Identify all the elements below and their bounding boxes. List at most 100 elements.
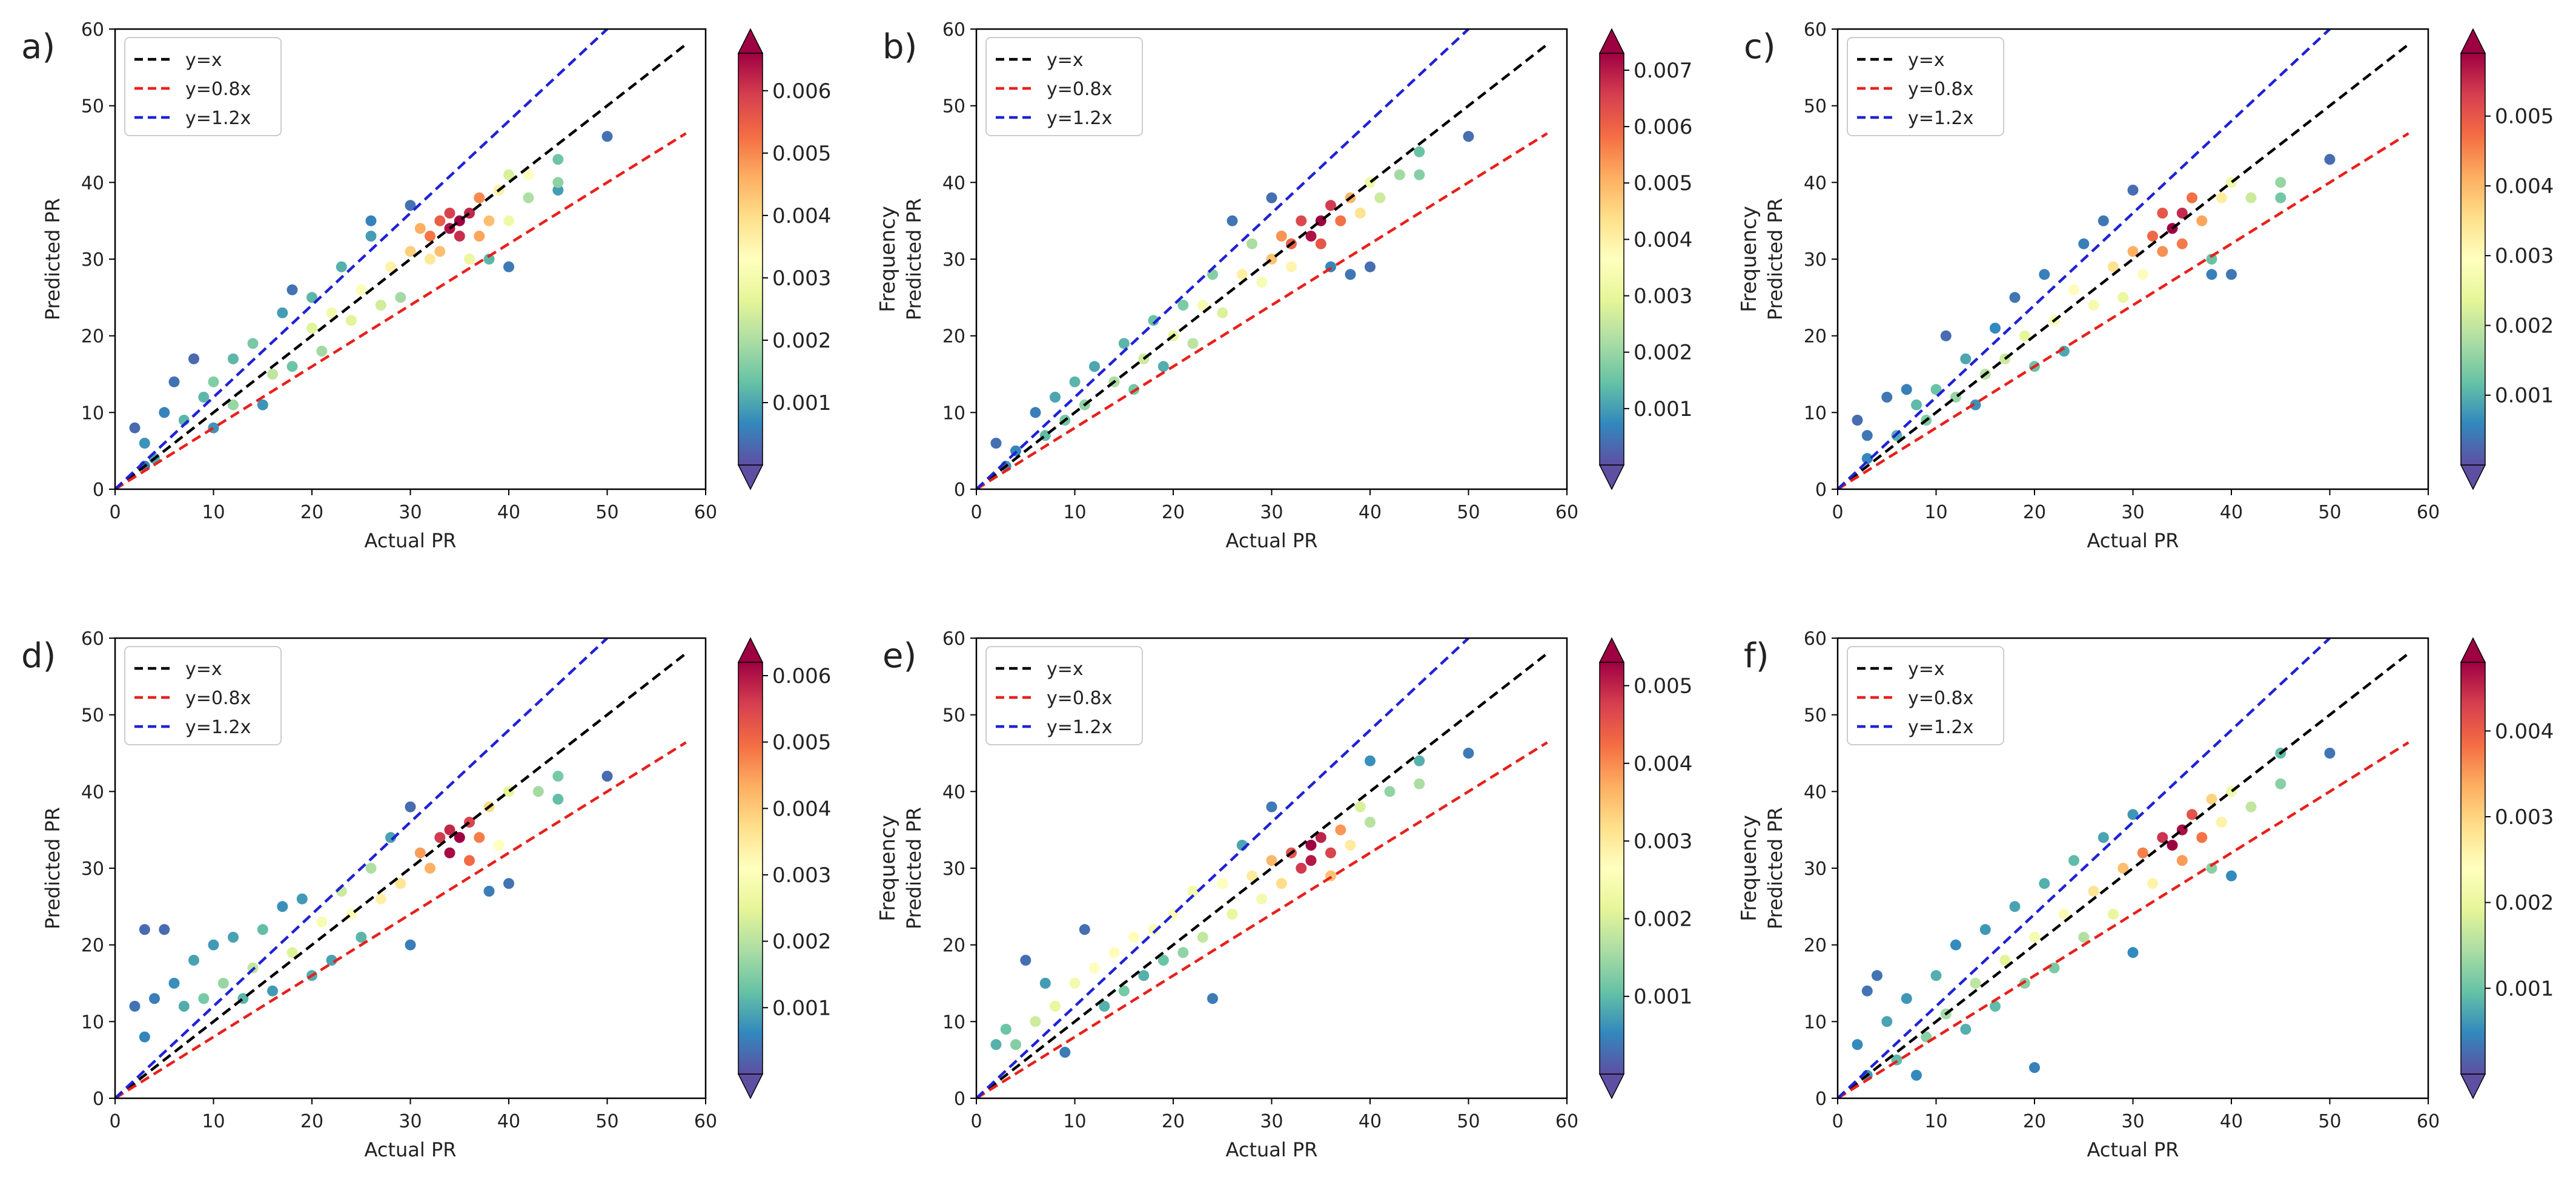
scatter-point <box>1970 399 1981 410</box>
scatter-point <box>1256 893 1268 905</box>
scatter-point <box>208 376 219 387</box>
y-tick-label: 20 <box>942 326 965 348</box>
scatter-point <box>1157 361 1169 372</box>
x-tick-label: 50 <box>595 1111 618 1132</box>
scatter-point <box>277 307 288 318</box>
scatter-point <box>286 361 298 372</box>
scatter-point <box>2206 269 2217 280</box>
scatter-point <box>523 169 534 180</box>
scatter-point <box>523 192 534 203</box>
scatter-point <box>2127 809 2139 820</box>
colorbar-tick-label: 0.001 <box>772 391 831 415</box>
scatter-point <box>2157 832 2168 843</box>
scatter-point <box>405 200 416 211</box>
y-tick-label: 50 <box>942 705 965 727</box>
scatter-point <box>168 978 180 989</box>
x-tick-label: 50 <box>1457 502 1480 523</box>
scatter-point <box>1128 932 1139 943</box>
scatter-point <box>188 955 199 966</box>
scatter-point <box>2275 177 2286 188</box>
scatter-point <box>2078 238 2090 249</box>
reference-line-y-eq-0.8x <box>976 741 1548 1098</box>
scatter-point <box>2117 863 2129 874</box>
legend-label: y=x <box>1047 659 1084 680</box>
legend-label: y=1.2x <box>1047 108 1112 129</box>
y-axis-label: Predicted PR <box>1764 198 1787 320</box>
scatter-points <box>1852 154 2336 464</box>
scatter-point <box>552 794 564 805</box>
colorbar-extend-top <box>737 28 764 54</box>
y-tick-label: 0 <box>954 1089 965 1110</box>
scatter-point <box>2137 269 2148 280</box>
reference-line-y-eq-1.2x <box>115 638 609 1098</box>
scatter-point <box>356 932 367 943</box>
colorbar: 0.001 0.002 0.003 0.004 0.005 0.006 Frequency <box>737 28 900 490</box>
scatter-points <box>1852 748 2336 1081</box>
colorbar-body <box>2460 53 2486 466</box>
scatter-point <box>1911 1070 1922 1081</box>
y-tick-label: 30 <box>942 249 965 271</box>
scatter-point <box>1394 169 1405 180</box>
colorbar-tick-label: 0.005 <box>772 731 831 755</box>
reference-line-y-eq-1.2x <box>115 29 609 489</box>
y-tick-label: 30 <box>942 859 965 880</box>
reference-line-y-eq-1.2x <box>1838 29 2331 489</box>
colorbar-tick-label: 0.004 <box>2495 719 2554 743</box>
y-tick-label: 20 <box>81 935 104 957</box>
reference-line-y-eq-0.8x <box>115 741 687 1098</box>
scatter-point <box>1345 840 1356 851</box>
scatter-point <box>1050 392 1061 403</box>
colorbar-label: Frequency <box>876 815 900 921</box>
colorbar-extend-bottom <box>2460 1073 2486 1099</box>
scatter-point <box>2226 269 2237 280</box>
colorbar-body <box>1599 662 1624 1075</box>
scatter-point <box>2245 801 2257 812</box>
scatter-point <box>444 847 455 859</box>
scatter-point <box>1069 978 1081 989</box>
y-tick-label: 0 <box>1815 480 1827 501</box>
scatter-point <box>1177 300 1189 311</box>
scatter-point <box>2176 238 2188 249</box>
x-tick-label: 50 <box>2318 1111 2341 1132</box>
colorbar-tick-label: 0.001 <box>2495 384 2554 408</box>
scatter-point <box>1315 832 1326 843</box>
scatter-point <box>1354 801 1366 812</box>
scatter-point <box>503 169 514 180</box>
scatter-point <box>2029 1062 2040 1073</box>
scatter-point <box>296 893 308 905</box>
scatter-point <box>2029 932 2040 943</box>
scatter-point <box>2206 254 2217 265</box>
scatter-point <box>454 231 465 242</box>
y-tick-label: 10 <box>81 403 104 424</box>
y-axis-label: Predicted PR <box>902 807 925 929</box>
colorbar-extend-top <box>2460 637 2486 663</box>
scatter-point <box>1861 985 1873 997</box>
scatter-point <box>1207 993 1218 1004</box>
colorbar-body <box>738 662 763 1075</box>
scatter-point <box>483 215 495 226</box>
scatter-point <box>2216 817 2227 828</box>
scatter-point <box>1286 261 1297 272</box>
scatter-point <box>159 924 170 935</box>
scatter-point <box>395 292 406 303</box>
x-tick-label: 60 <box>1555 502 1578 523</box>
scatter-point <box>405 939 416 951</box>
x-tick-label: 10 <box>1063 502 1086 523</box>
scatter-point <box>2196 832 2208 843</box>
legend: y=x y=0.8x y=1.2x <box>124 37 282 136</box>
colorbar-extend-top <box>2460 28 2486 54</box>
legend-box <box>985 37 1143 136</box>
y-tick-label: 0 <box>954 480 965 501</box>
x-axis-label: Actual PR <box>2087 529 2179 552</box>
scatter-point <box>2157 246 2168 257</box>
x-tick-label: 0 <box>1832 1111 1843 1132</box>
y-tick-label: 20 <box>1804 326 1827 348</box>
legend-label: y=0.8x <box>185 688 251 709</box>
colorbar-extend-bottom <box>1598 1073 1625 1099</box>
x-tick-label: 10 <box>202 1111 225 1132</box>
colorbar-extend-bottom <box>737 1073 764 1099</box>
scatter-point <box>2098 832 2109 843</box>
scatter-point <box>1089 361 1100 372</box>
scatter-point <box>1217 307 1228 318</box>
x-tick-label: 60 <box>2417 1111 2440 1132</box>
